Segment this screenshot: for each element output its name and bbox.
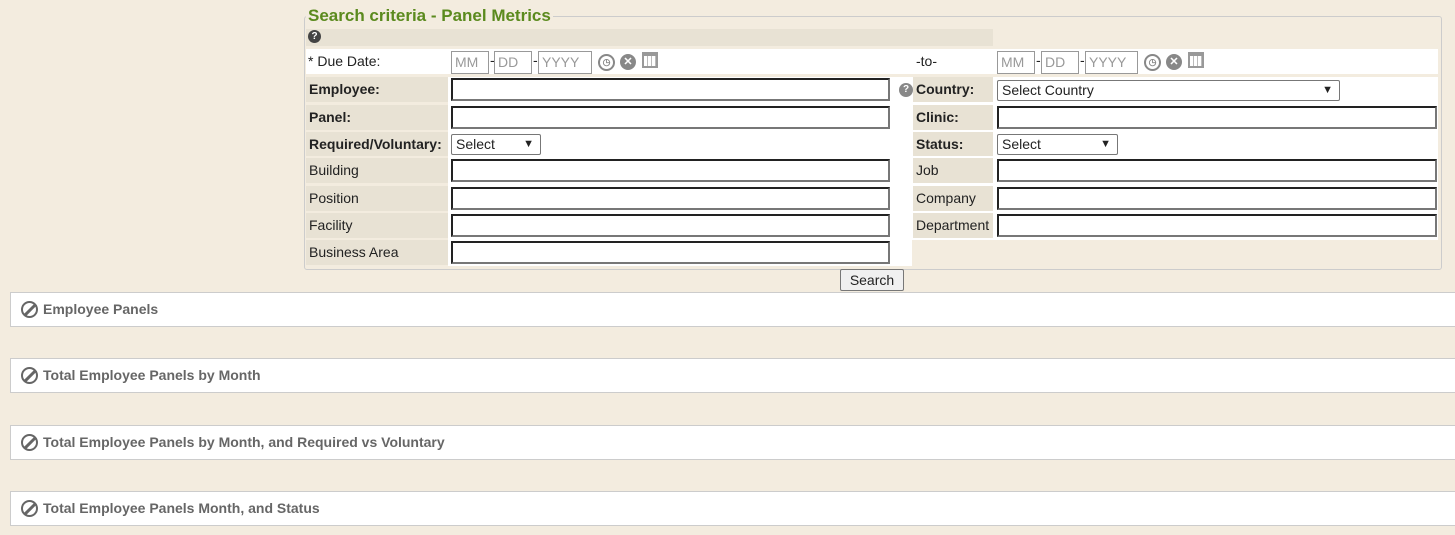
disabled-icon: [21, 301, 38, 318]
separator: -: [1036, 52, 1041, 68]
building-input[interactable]: [451, 159, 890, 182]
clock-icon[interactable]: ◷: [1144, 54, 1161, 71]
country-select[interactable]: Select Country ▼: [997, 80, 1340, 101]
separator: -: [533, 52, 538, 68]
to-label: -to-: [916, 53, 937, 69]
country-label: Country:: [913, 77, 993, 102]
help-row: [306, 29, 993, 46]
help-icon[interactable]: ?: [308, 30, 321, 43]
clear-icon[interactable]: ✕: [620, 54, 636, 70]
company-input[interactable]: [997, 187, 1437, 210]
to-day-input[interactable]: DD: [1041, 51, 1079, 74]
panel-total-month-status[interactable]: Total Employee Panels Month, and Status: [10, 491, 1455, 526]
help-icon[interactable]: ?: [899, 83, 913, 97]
panel-title: Total Employee Panels by Month, and Requ…: [43, 434, 445, 450]
status-label: Status:: [913, 132, 993, 156]
employee-input[interactable]: [451, 78, 890, 101]
department-input[interactable]: [997, 214, 1437, 237]
business-area-label: Business Area: [306, 240, 448, 265]
business-area-input[interactable]: [451, 241, 890, 264]
status-select[interactable]: Select ▼: [997, 134, 1118, 155]
due-date-label: * Due Date:: [308, 53, 381, 69]
clinic-label: Clinic:: [913, 105, 993, 130]
facility-label: Facility: [306, 213, 448, 238]
from-year-input[interactable]: YYYY: [538, 51, 592, 74]
separator: -: [490, 52, 495, 68]
search-button[interactable]: Search: [840, 269, 904, 291]
facility-input[interactable]: [451, 214, 890, 237]
disabled-icon: [21, 434, 38, 451]
employee-label: Employee:: [306, 77, 448, 102]
panel-title: Employee Panels: [43, 301, 159, 317]
department-label: Department: [913, 213, 993, 238]
from-day-input[interactable]: DD: [494, 51, 532, 74]
calendar-icon[interactable]: [1188, 52, 1204, 68]
disabled-icon: [21, 367, 38, 384]
clinic-input[interactable]: [997, 106, 1437, 129]
calendar-icon[interactable]: [642, 52, 658, 68]
panel-title: Total Employee Panels by Month: [43, 367, 261, 383]
clock-icon[interactable]: ◷: [598, 54, 615, 71]
panel-employee-panels[interactable]: Employee Panels: [10, 292, 1455, 327]
chevron-down-icon: ▼: [1322, 84, 1333, 96]
position-label: Position: [306, 186, 448, 211]
position-input[interactable]: [451, 187, 890, 210]
to-year-input[interactable]: YYYY: [1085, 51, 1138, 74]
fieldset-legend: Search criteria - Panel Metrics: [306, 6, 553, 26]
job-input[interactable]: [997, 159, 1437, 182]
panel-total-by-month[interactable]: Total Employee Panels by Month: [10, 358, 1455, 393]
disabled-icon: [21, 500, 38, 517]
panel-total-by-month-required-voluntary[interactable]: Total Employee Panels by Month, and Requ…: [10, 425, 1455, 460]
chevron-down-icon: ▼: [523, 138, 534, 150]
separator: -: [1080, 52, 1085, 68]
required-voluntary-select[interactable]: Select ▼: [451, 134, 541, 155]
panel-input[interactable]: [451, 106, 890, 129]
to-month-input[interactable]: MM: [997, 51, 1035, 74]
from-month-input[interactable]: MM: [451, 51, 489, 74]
building-label: Building: [306, 158, 448, 183]
panel-label: Panel:: [306, 105, 448, 130]
clear-icon[interactable]: ✕: [1166, 54, 1182, 70]
panel-title: Total Employee Panels Month, and Status: [43, 500, 320, 516]
company-label: Company: [913, 186, 993, 211]
required-voluntary-label: Required/Voluntary:: [306, 132, 448, 156]
chevron-down-icon: ▼: [1100, 138, 1111, 150]
job-label: Job: [913, 158, 993, 183]
